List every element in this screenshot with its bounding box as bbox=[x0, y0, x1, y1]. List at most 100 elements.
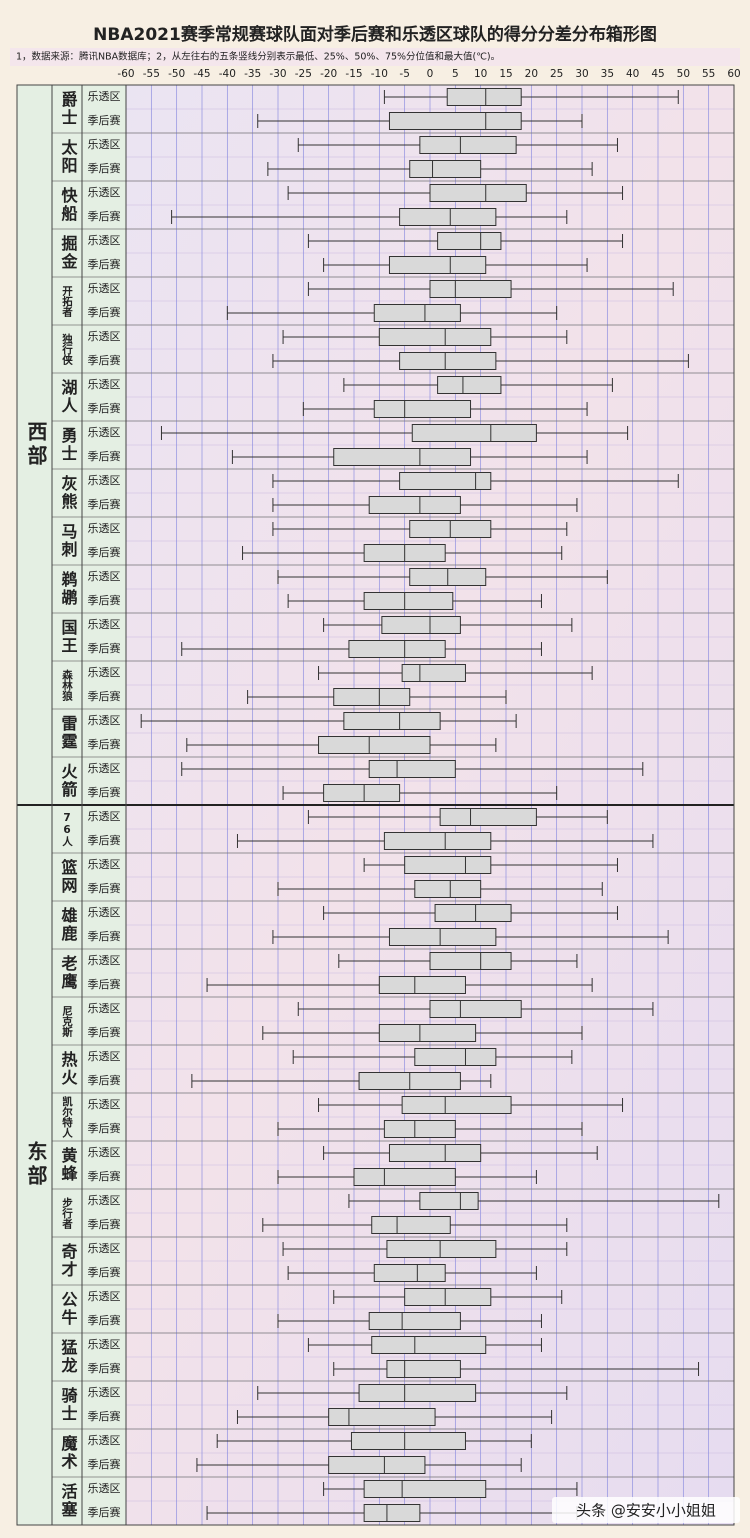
team-label: 雄鹿 bbox=[59, 906, 79, 943]
series-label: 季后赛 bbox=[88, 737, 121, 751]
x-tick-label: 5 bbox=[452, 68, 459, 80]
subtitle-background bbox=[10, 48, 740, 66]
box bbox=[378, 1024, 477, 1042]
x-tick-label: 25 bbox=[550, 68, 563, 80]
series-label: 乐透区 bbox=[88, 906, 121, 919]
series-label: 乐透区 bbox=[88, 570, 121, 583]
x-tick-label: -20 bbox=[320, 68, 337, 80]
box bbox=[363, 1480, 487, 1498]
team-label: 尼克斯 bbox=[61, 1005, 73, 1037]
x-tick-label: -15 bbox=[345, 68, 362, 80]
series-label: 季后赛 bbox=[88, 1505, 121, 1519]
box bbox=[388, 928, 497, 946]
box bbox=[318, 736, 431, 754]
x-tick-label: -45 bbox=[193, 68, 210, 80]
team-label: 爵士 bbox=[59, 90, 78, 127]
box bbox=[399, 352, 497, 370]
team-label: 黄蜂 bbox=[59, 1146, 78, 1183]
series-label: 季后赛 bbox=[88, 833, 121, 847]
box bbox=[328, 1456, 426, 1474]
series-label: 季后赛 bbox=[88, 113, 121, 127]
team-label: 马刺 bbox=[59, 523, 79, 559]
watermark-background bbox=[552, 1497, 740, 1523]
series-label: 季后赛 bbox=[88, 1457, 121, 1471]
box bbox=[388, 256, 487, 274]
team-label: 步行者 bbox=[61, 1196, 73, 1229]
series-label: 季后赛 bbox=[88, 545, 121, 559]
series-label: 乐透区 bbox=[88, 330, 121, 343]
series-label: 季后赛 bbox=[88, 641, 121, 655]
series-label: 季后赛 bbox=[88, 1409, 121, 1423]
box bbox=[381, 616, 461, 634]
series-label: 季后赛 bbox=[88, 1313, 121, 1327]
box bbox=[404, 856, 492, 874]
series-label: 乐透区 bbox=[88, 1050, 121, 1063]
box bbox=[343, 712, 441, 730]
x-tick-label: -5 bbox=[399, 68, 409, 80]
box bbox=[363, 592, 454, 610]
box bbox=[368, 760, 456, 778]
x-tick-label: 40 bbox=[626, 68, 639, 80]
series-label: 季后赛 bbox=[88, 977, 121, 991]
box bbox=[434, 904, 512, 922]
series-label: 季后赛 bbox=[88, 1169, 121, 1183]
box bbox=[388, 112, 522, 130]
series-label: 季后赛 bbox=[88, 353, 121, 367]
series-label: 乐透区 bbox=[88, 1098, 121, 1111]
team-label: 猛龙 bbox=[59, 1338, 79, 1375]
box bbox=[429, 1000, 522, 1018]
team-label: 魔术 bbox=[59, 1434, 79, 1471]
box bbox=[411, 424, 537, 442]
team-label: 太阳 bbox=[59, 138, 79, 175]
conference-label: 西部 bbox=[24, 421, 48, 469]
x-tick-label: -25 bbox=[295, 68, 312, 80]
team-label: 国王 bbox=[59, 619, 78, 655]
box bbox=[378, 976, 466, 994]
series-label: 季后赛 bbox=[88, 785, 121, 799]
box bbox=[404, 1288, 492, 1306]
box bbox=[437, 376, 502, 394]
series-label: 乐透区 bbox=[88, 954, 121, 967]
plot-border bbox=[16, 84, 735, 1526]
series-label: 乐透区 bbox=[88, 1338, 121, 1351]
box bbox=[399, 208, 497, 226]
box bbox=[429, 184, 527, 202]
team-label: 骑士 bbox=[59, 1386, 78, 1423]
series-label: 乐透区 bbox=[88, 1002, 121, 1015]
x-tick-label: -40 bbox=[219, 68, 236, 80]
series-label: 乐透区 bbox=[88, 666, 121, 679]
watermark: 头条 @安安小小姐姐 bbox=[576, 1502, 716, 1520]
box bbox=[386, 1240, 497, 1258]
x-tick-label: 20 bbox=[525, 68, 538, 80]
team-label: 勇士 bbox=[59, 427, 78, 463]
team-label: 独行侠 bbox=[61, 332, 73, 365]
series-label: 季后赛 bbox=[88, 305, 121, 319]
x-tick-label: -60 bbox=[117, 68, 134, 80]
box bbox=[414, 1048, 497, 1066]
team-label: 凯尔特人 bbox=[61, 1095, 73, 1138]
team-label: 公牛 bbox=[59, 1291, 78, 1327]
series-label: 季后赛 bbox=[88, 161, 121, 175]
box bbox=[368, 496, 461, 514]
x-tick-label: -55 bbox=[143, 68, 160, 80]
team-label: 活塞 bbox=[59, 1482, 78, 1519]
x-tick-label: -50 bbox=[168, 68, 185, 80]
x-tick-label: 50 bbox=[677, 68, 690, 80]
team-label: 雷霆 bbox=[59, 715, 78, 751]
box bbox=[328, 1408, 436, 1426]
series-label: 乐透区 bbox=[88, 90, 121, 103]
box bbox=[401, 1096, 512, 1114]
box bbox=[419, 1192, 479, 1210]
team-label: 76人 bbox=[61, 812, 73, 847]
box bbox=[350, 1432, 466, 1450]
box bbox=[368, 1312, 461, 1330]
chart-subtitle: 1，数据来源：腾讯NBA数据库；2，从左往右的五条竖线分别表示最低、25%、50… bbox=[16, 51, 500, 63]
x-tick-label: 55 bbox=[702, 68, 715, 80]
box bbox=[333, 448, 472, 466]
series-label: 季后赛 bbox=[88, 497, 121, 511]
team-label: 湖人 bbox=[59, 379, 78, 415]
chart-title: NBA2021赛季常规赛球队面对季后赛和乐透区球队的得分分差分布箱形图 bbox=[93, 24, 657, 45]
series-label: 乐透区 bbox=[88, 138, 121, 151]
series-label: 乐透区 bbox=[88, 858, 121, 871]
x-tick-label: -30 bbox=[269, 68, 286, 80]
